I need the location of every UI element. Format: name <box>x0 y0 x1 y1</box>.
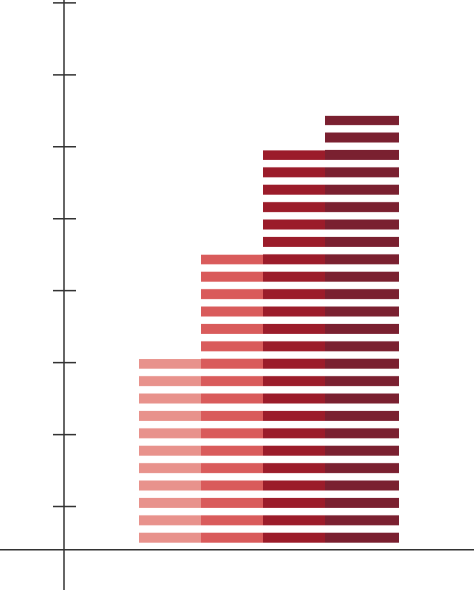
bar <box>325 115 399 550</box>
bar <box>263 150 325 550</box>
bar <box>139 359 201 550</box>
bar <box>201 254 263 550</box>
